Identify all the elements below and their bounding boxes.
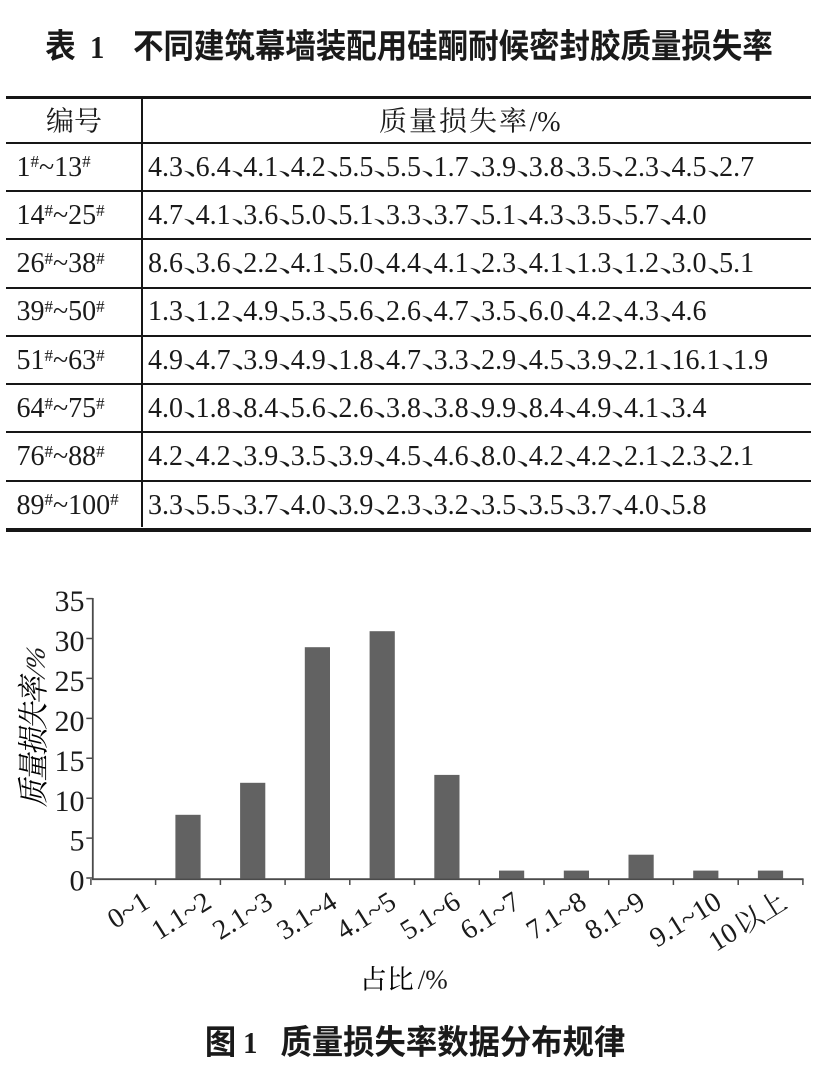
svg-text:7.1~8: 7.1~8 [521, 886, 592, 946]
svg-text:30: 30 [55, 625, 85, 658]
svg-text:2.1~3: 2.1~3 [207, 886, 278, 946]
svg-text:5: 5 [70, 825, 85, 858]
svg-text:8.1~9: 8.1~9 [580, 886, 651, 946]
svg-text:4.1~5: 4.1~5 [331, 886, 402, 946]
svg-text:6.1~7: 6.1~7 [455, 886, 526, 946]
svg-text:1.1~2: 1.1~2 [146, 886, 217, 946]
svg-text:0~1: 0~1 [102, 886, 155, 935]
svg-text:5.1~6: 5.1~6 [395, 886, 466, 946]
svg-text:/%: /% [418, 965, 448, 995]
svg-text:0: 0 [70, 865, 85, 898]
svg-text:20: 20 [55, 705, 85, 738]
svg-text:35: 35 [55, 585, 85, 618]
svg-text:10: 10 [55, 785, 85, 818]
svg-text:3.1~4: 3.1~4 [272, 886, 343, 946]
svg-text:15: 15 [55, 745, 85, 778]
svg-text:25: 25 [55, 665, 85, 698]
